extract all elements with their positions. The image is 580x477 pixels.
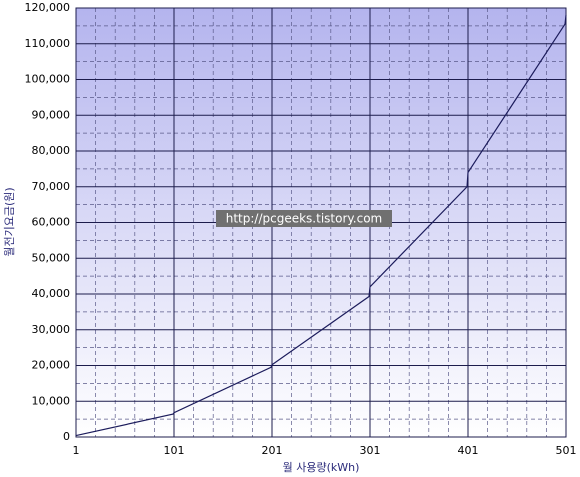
plot-border xyxy=(75,7,567,438)
x-tick-label: 401 xyxy=(458,444,479,457)
y-tick-label: 60,000 xyxy=(32,216,71,229)
y-tick-label: 20,000 xyxy=(32,359,71,372)
y-tick-label: 70,000 xyxy=(32,180,71,193)
x-tick-label: 301 xyxy=(360,444,381,457)
y-tick-label: 110,000 xyxy=(25,37,71,50)
y-tick-label: 100,000 xyxy=(25,73,71,86)
y-tick-label: 80,000 xyxy=(32,144,71,157)
x-tick-label: 1 xyxy=(73,444,80,457)
y-tick-label: 10,000 xyxy=(32,394,71,407)
x-tick-label: 201 xyxy=(262,444,283,457)
y-axis-title: 월전기요금(원) xyxy=(3,187,16,256)
y-tick-label: 120,000 xyxy=(25,1,71,14)
x-tick-label: 101 xyxy=(164,444,185,457)
data-line xyxy=(75,15,567,437)
y-tick-label: 40,000 xyxy=(32,287,71,300)
y-tick-label: 30,000 xyxy=(32,323,71,336)
watermark: http://pcgeeks.tistory.com xyxy=(226,212,382,226)
watermark-bg xyxy=(216,210,392,227)
x-axis-title: 월 사용량(kWh) xyxy=(283,461,360,473)
y-tick-label: 90,000 xyxy=(32,108,71,121)
x-tick-label: 501 xyxy=(556,444,577,457)
y-tick-label: 50,000 xyxy=(32,251,71,264)
y-tick-label: 0 xyxy=(63,430,70,443)
